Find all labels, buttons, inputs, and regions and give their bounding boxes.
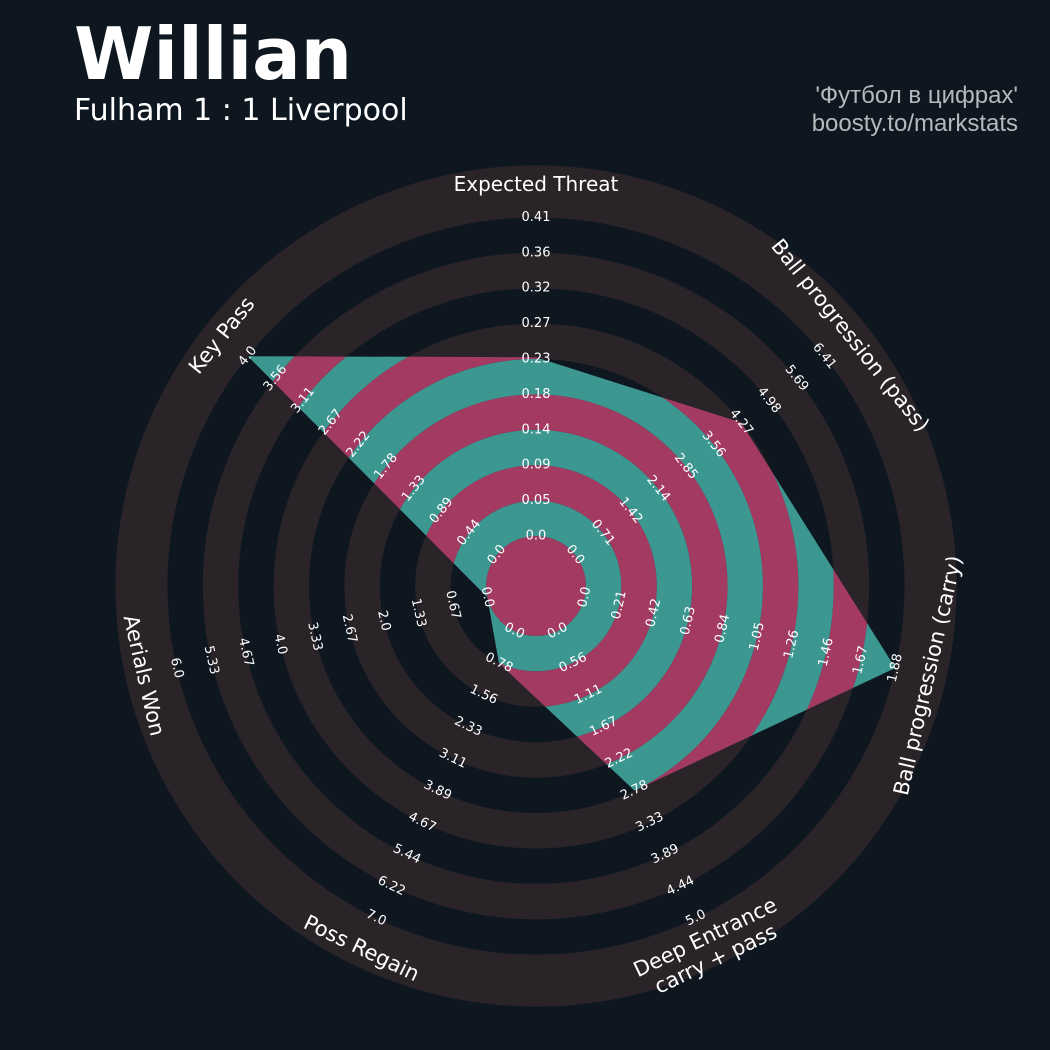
tick-label: 0.42 <box>643 597 664 629</box>
tick-label: 5.33 <box>201 644 222 676</box>
value-ring <box>486 536 586 636</box>
tick-label: 1.88 <box>885 652 906 684</box>
axis-label: Expected Threat <box>454 172 619 196</box>
match-title: Fulham 1 : 1 Liverpool <box>74 93 408 128</box>
tick-label: 0.18 <box>522 387 551 402</box>
tick-label: 4.67 <box>235 636 256 668</box>
tick-label: 2.67 <box>339 613 360 645</box>
tick-label: 1.33 <box>408 597 429 629</box>
tick-label: 0.84 <box>712 613 733 645</box>
tick-label: 0.14 <box>522 422 551 437</box>
tick-label: 0.27 <box>522 316 551 331</box>
credit-line-2: boosty.to/markstats <box>811 110 1018 137</box>
axis-label-line: Expected Threat <box>454 172 619 196</box>
tick-label: 2.0 <box>374 609 393 633</box>
tick-label: 0.67 <box>442 589 463 621</box>
tick-label: 6.0 <box>167 656 186 680</box>
tick-label: 0.05 <box>522 493 551 508</box>
value-ring <box>450 500 622 672</box>
tick-label: 0.0 <box>575 585 594 609</box>
tick-label: 1.26 <box>781 629 802 661</box>
player-name: Willian <box>74 12 352 96</box>
tick-label: 0.21 <box>609 589 630 621</box>
tick-label: 0.0 <box>478 585 497 609</box>
tick-label: 0.63 <box>678 605 699 637</box>
credit-line-1: 'Футбол в цифрах' <box>815 82 1018 109</box>
tick-label: 0.23 <box>522 352 551 367</box>
tick-label: 4.0 <box>271 633 290 657</box>
tick-label: 0.09 <box>522 458 551 473</box>
tick-label: 0.32 <box>522 281 551 296</box>
tick-label: 0.41 <box>522 210 551 225</box>
tick-label: 1.46 <box>816 636 837 668</box>
tick-label: 0.0 <box>526 529 547 544</box>
tick-label: 1.05 <box>747 621 768 653</box>
tick-label: 0.36 <box>522 245 551 260</box>
tick-label: 3.33 <box>304 621 325 653</box>
tick-label: 1.67 <box>850 644 871 676</box>
